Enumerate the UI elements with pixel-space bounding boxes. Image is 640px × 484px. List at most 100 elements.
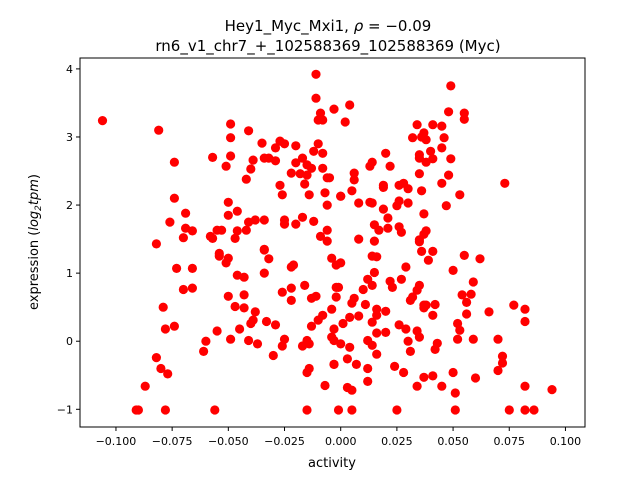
data-point — [250, 215, 260, 225]
data-point — [223, 291, 233, 301]
data-point — [221, 258, 231, 268]
data-point — [520, 304, 530, 314]
data-point — [347, 186, 357, 196]
data-point — [470, 373, 481, 383]
y-tick-label: −1 — [57, 403, 73, 416]
data-point — [437, 143, 447, 153]
data-point — [338, 318, 348, 329]
data-point — [320, 380, 330, 391]
data-point — [504, 405, 514, 415]
data-point — [187, 263, 197, 273]
data-point — [244, 335, 254, 346]
data-point — [264, 254, 274, 264]
data-point — [437, 121, 447, 131]
data-point — [430, 299, 440, 310]
data-point — [383, 223, 393, 233]
data-point — [302, 170, 312, 180]
x-tick-label: −0.100 — [96, 435, 137, 448]
data-point — [354, 234, 364, 244]
title-prefix: Hey1_Myc_Mxi1, — [225, 17, 354, 36]
data-point — [372, 328, 382, 338]
data-point — [381, 327, 391, 337]
data-point — [450, 405, 460, 415]
data-point — [401, 324, 411, 334]
data-point — [311, 291, 321, 301]
data-point — [257, 138, 267, 148]
data-point — [304, 339, 314, 349]
data-point — [446, 154, 456, 164]
data-point — [221, 161, 231, 171]
x-tick-label: 0.075 — [494, 435, 526, 448]
data-point — [448, 367, 458, 378]
data-point — [311, 93, 321, 103]
data-point — [455, 190, 465, 200]
data-point — [246, 318, 256, 329]
data-point — [210, 405, 220, 415]
data-point — [529, 405, 539, 415]
data-point — [212, 326, 222, 336]
data-point — [351, 359, 361, 369]
data-point — [392, 405, 402, 415]
data-point — [345, 100, 355, 110]
data-point — [160, 324, 170, 334]
y-tick-label: 4 — [66, 63, 73, 76]
data-point — [520, 405, 530, 415]
data-point — [367, 340, 377, 350]
data-point — [288, 260, 299, 270]
data-point — [347, 405, 357, 415]
data-point — [414, 153, 424, 163]
data-point — [428, 246, 438, 256]
data-point — [304, 363, 314, 374]
data-point — [275, 180, 285, 190]
x-axis-ticks: −0.100 −0.075 −0.050 −0.025 0.000 0.025 0.050 0… — [96, 427, 582, 448]
data-point — [468, 277, 478, 287]
data-point — [444, 107, 454, 117]
data-point — [304, 190, 314, 200]
data-point — [403, 184, 413, 194]
data-point — [342, 354, 352, 364]
data-point — [324, 173, 335, 183]
plot-frame — [79, 57, 586, 428]
data-point — [450, 388, 460, 398]
data-point — [300, 179, 310, 189]
x-tick-label: 0.050 — [437, 435, 469, 448]
data-point — [241, 174, 251, 184]
data-point — [367, 317, 377, 327]
data-point — [459, 250, 469, 260]
data-point — [354, 198, 364, 208]
data-point — [403, 198, 413, 208]
data-point — [277, 190, 287, 200]
data-point — [223, 197, 233, 207]
data-point — [417, 186, 427, 196]
data-point — [414, 332, 424, 342]
data-point — [331, 292, 341, 302]
data-point — [158, 302, 168, 312]
data-point — [286, 168, 296, 178]
data-point — [297, 212, 308, 222]
data-point — [497, 358, 508, 368]
data-point — [327, 304, 337, 314]
y-tick-label: 1 — [66, 267, 73, 280]
data-point — [347, 385, 357, 395]
x-tick-label: 0.100 — [550, 435, 582, 448]
data-point — [396, 274, 406, 284]
ylabel-prefix: expression ( — [27, 231, 42, 310]
data-point — [291, 141, 301, 151]
data-point — [252, 339, 263, 349]
y-tick-label: 0 — [66, 335, 73, 348]
data-point — [208, 233, 218, 243]
data-point — [369, 236, 379, 246]
data-point — [318, 148, 328, 158]
data-point — [172, 263, 182, 273]
data-point — [441, 201, 451, 211]
data-point — [270, 320, 281, 330]
data-point — [419, 209, 429, 219]
data-point — [378, 182, 388, 192]
data-point — [235, 324, 245, 334]
data-point — [345, 342, 355, 352]
data-point — [302, 405, 312, 415]
y-axis-ticks: −1 0 1 2 3 4 — [57, 63, 80, 416]
data-point — [428, 120, 438, 130]
data-point — [475, 254, 485, 264]
data-point — [390, 361, 400, 371]
